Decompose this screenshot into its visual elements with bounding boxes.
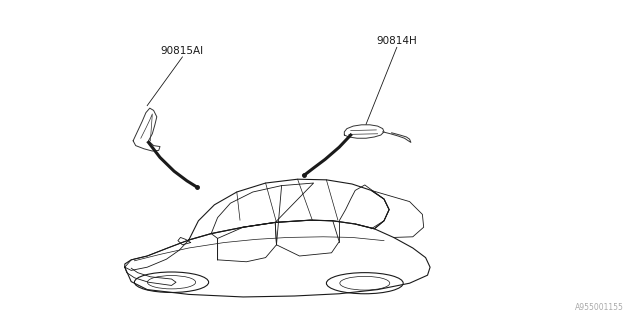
Text: 90815AI: 90815AI	[161, 46, 204, 56]
Text: A955001155: A955001155	[575, 303, 624, 312]
Text: 90814H: 90814H	[376, 36, 417, 46]
